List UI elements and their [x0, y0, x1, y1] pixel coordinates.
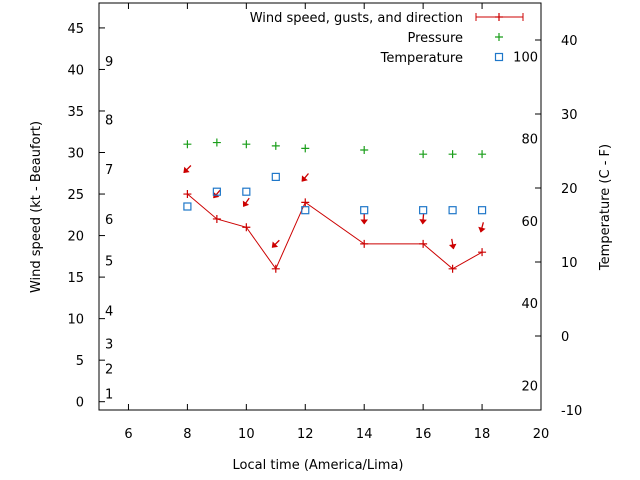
pressure-point: [212, 138, 221, 147]
y-tick-label: 15: [67, 271, 84, 286]
y-tick-label: 40: [67, 63, 84, 78]
y-tick-label: 0: [76, 396, 84, 411]
legend-label-pressure: Pressure: [407, 31, 463, 46]
y-tick-label: 35: [67, 105, 84, 120]
legend: Wind speed, gusts, and direction Pressure…: [250, 11, 524, 66]
y-tick-label: 25: [67, 188, 84, 203]
wind-speed-point: [301, 198, 310, 207]
y2-tick-label: 30: [561, 108, 578, 123]
y2-tick-label: 0: [561, 330, 569, 345]
temperature-point: [212, 187, 221, 196]
temperature-point: [419, 206, 428, 215]
x-tick-label: 20: [533, 427, 550, 442]
y-tick-label: 10: [67, 313, 84, 328]
wind-direction-arrowhead: [419, 219, 427, 225]
beaufort-tick-label: 6: [105, 213, 113, 228]
x-tick-label: 6: [124, 427, 132, 442]
fahrenheit-tick-label: 80: [521, 133, 538, 148]
x-tick-label: 10: [238, 427, 255, 442]
wind-direction-arrowhead: [478, 226, 486, 233]
temperature-point: [183, 202, 192, 211]
wind-speed-point: [448, 264, 457, 273]
plot-area: [98, 2, 542, 411]
temperature-point: [448, 206, 457, 215]
wind-speed-point: [183, 190, 192, 199]
pressure-point: [478, 150, 487, 159]
x-tick-label: 14: [356, 427, 373, 442]
fahrenheit-tick-label: 60: [521, 215, 538, 230]
pressure-point: [271, 141, 280, 150]
pressure-point: [448, 150, 457, 159]
temperature-point: [271, 172, 280, 181]
wind-speed-point: [212, 214, 221, 223]
y-tick-label: 20: [67, 230, 84, 245]
beaufort-tick-label: 3: [105, 338, 113, 353]
temperature-point: [477, 206, 487, 215]
x-tick-label: 8: [183, 427, 191, 442]
temperature-point: [301, 206, 310, 215]
y-axis-label: Wind speed (kt - Beaufort): [29, 121, 44, 293]
fahrenheit-tick-label: 100: [513, 50, 538, 65]
pressure-point: [301, 144, 310, 153]
wind-direction-arrowhead: [183, 166, 190, 174]
wind-speed-point: [478, 248, 487, 257]
beaufort-tick-label: 9: [105, 55, 113, 70]
x-tick-label: 16: [415, 427, 432, 442]
x-axis-label: Local time (America/Lima): [233, 458, 404, 473]
beaufort-tick-label: 7: [105, 163, 113, 178]
wind-speed-point: [419, 239, 428, 248]
wind-speed-point: [271, 264, 280, 273]
y2-axis-label: Temperature (C - F): [598, 144, 613, 271]
wind-speed-point: [242, 223, 251, 232]
temperature-point: [360, 206, 369, 215]
temperature-point: [242, 187, 251, 196]
fahrenheit-tick-label: 20: [521, 379, 538, 394]
wind-direction-arrowhead: [448, 243, 457, 250]
y2-tick-label: 10: [561, 256, 578, 271]
x-tick-label: 18: [474, 427, 491, 442]
x-tick-label: 12: [297, 427, 314, 442]
beaufort-tick-label: 1: [105, 387, 113, 402]
pressure-point: [183, 140, 192, 149]
legend-label-wind: Wind speed, gusts, and direction: [250, 11, 463, 26]
wind-speed-point: [360, 239, 369, 248]
pressure-point: [242, 140, 251, 149]
legend-label-temperature: Temperature: [380, 51, 463, 66]
wind-direction-arrowhead: [301, 175, 308, 182]
legend-swatch-temperature: [494, 52, 504, 62]
y-tick-label: 45: [67, 22, 84, 37]
legend-swatch-pressure: [495, 33, 503, 41]
y-tick-label: 5: [76, 354, 84, 369]
beaufort-tick-label: 4: [105, 304, 113, 319]
beaufort-tick-label: 8: [105, 113, 113, 128]
pressure-point: [419, 150, 428, 159]
wind-direction-arrowhead: [271, 241, 279, 248]
legend-swatch-wind-marker: [495, 13, 503, 21]
wind-direction-arrowhead: [242, 200, 250, 207]
beaufort-tick-label: 5: [105, 254, 113, 269]
y-tick-label: 30: [67, 147, 84, 162]
fahrenheit-tick-label: 40: [521, 297, 538, 312]
y2-tick-label: 40: [561, 34, 578, 49]
pressure-point: [360, 146, 369, 155]
y2-tick-label: -10: [561, 404, 582, 419]
beaufort-tick-label: 2: [105, 362, 113, 377]
wind-direction-arrowhead: [360, 219, 368, 225]
y2-tick-label: 20: [561, 182, 578, 197]
